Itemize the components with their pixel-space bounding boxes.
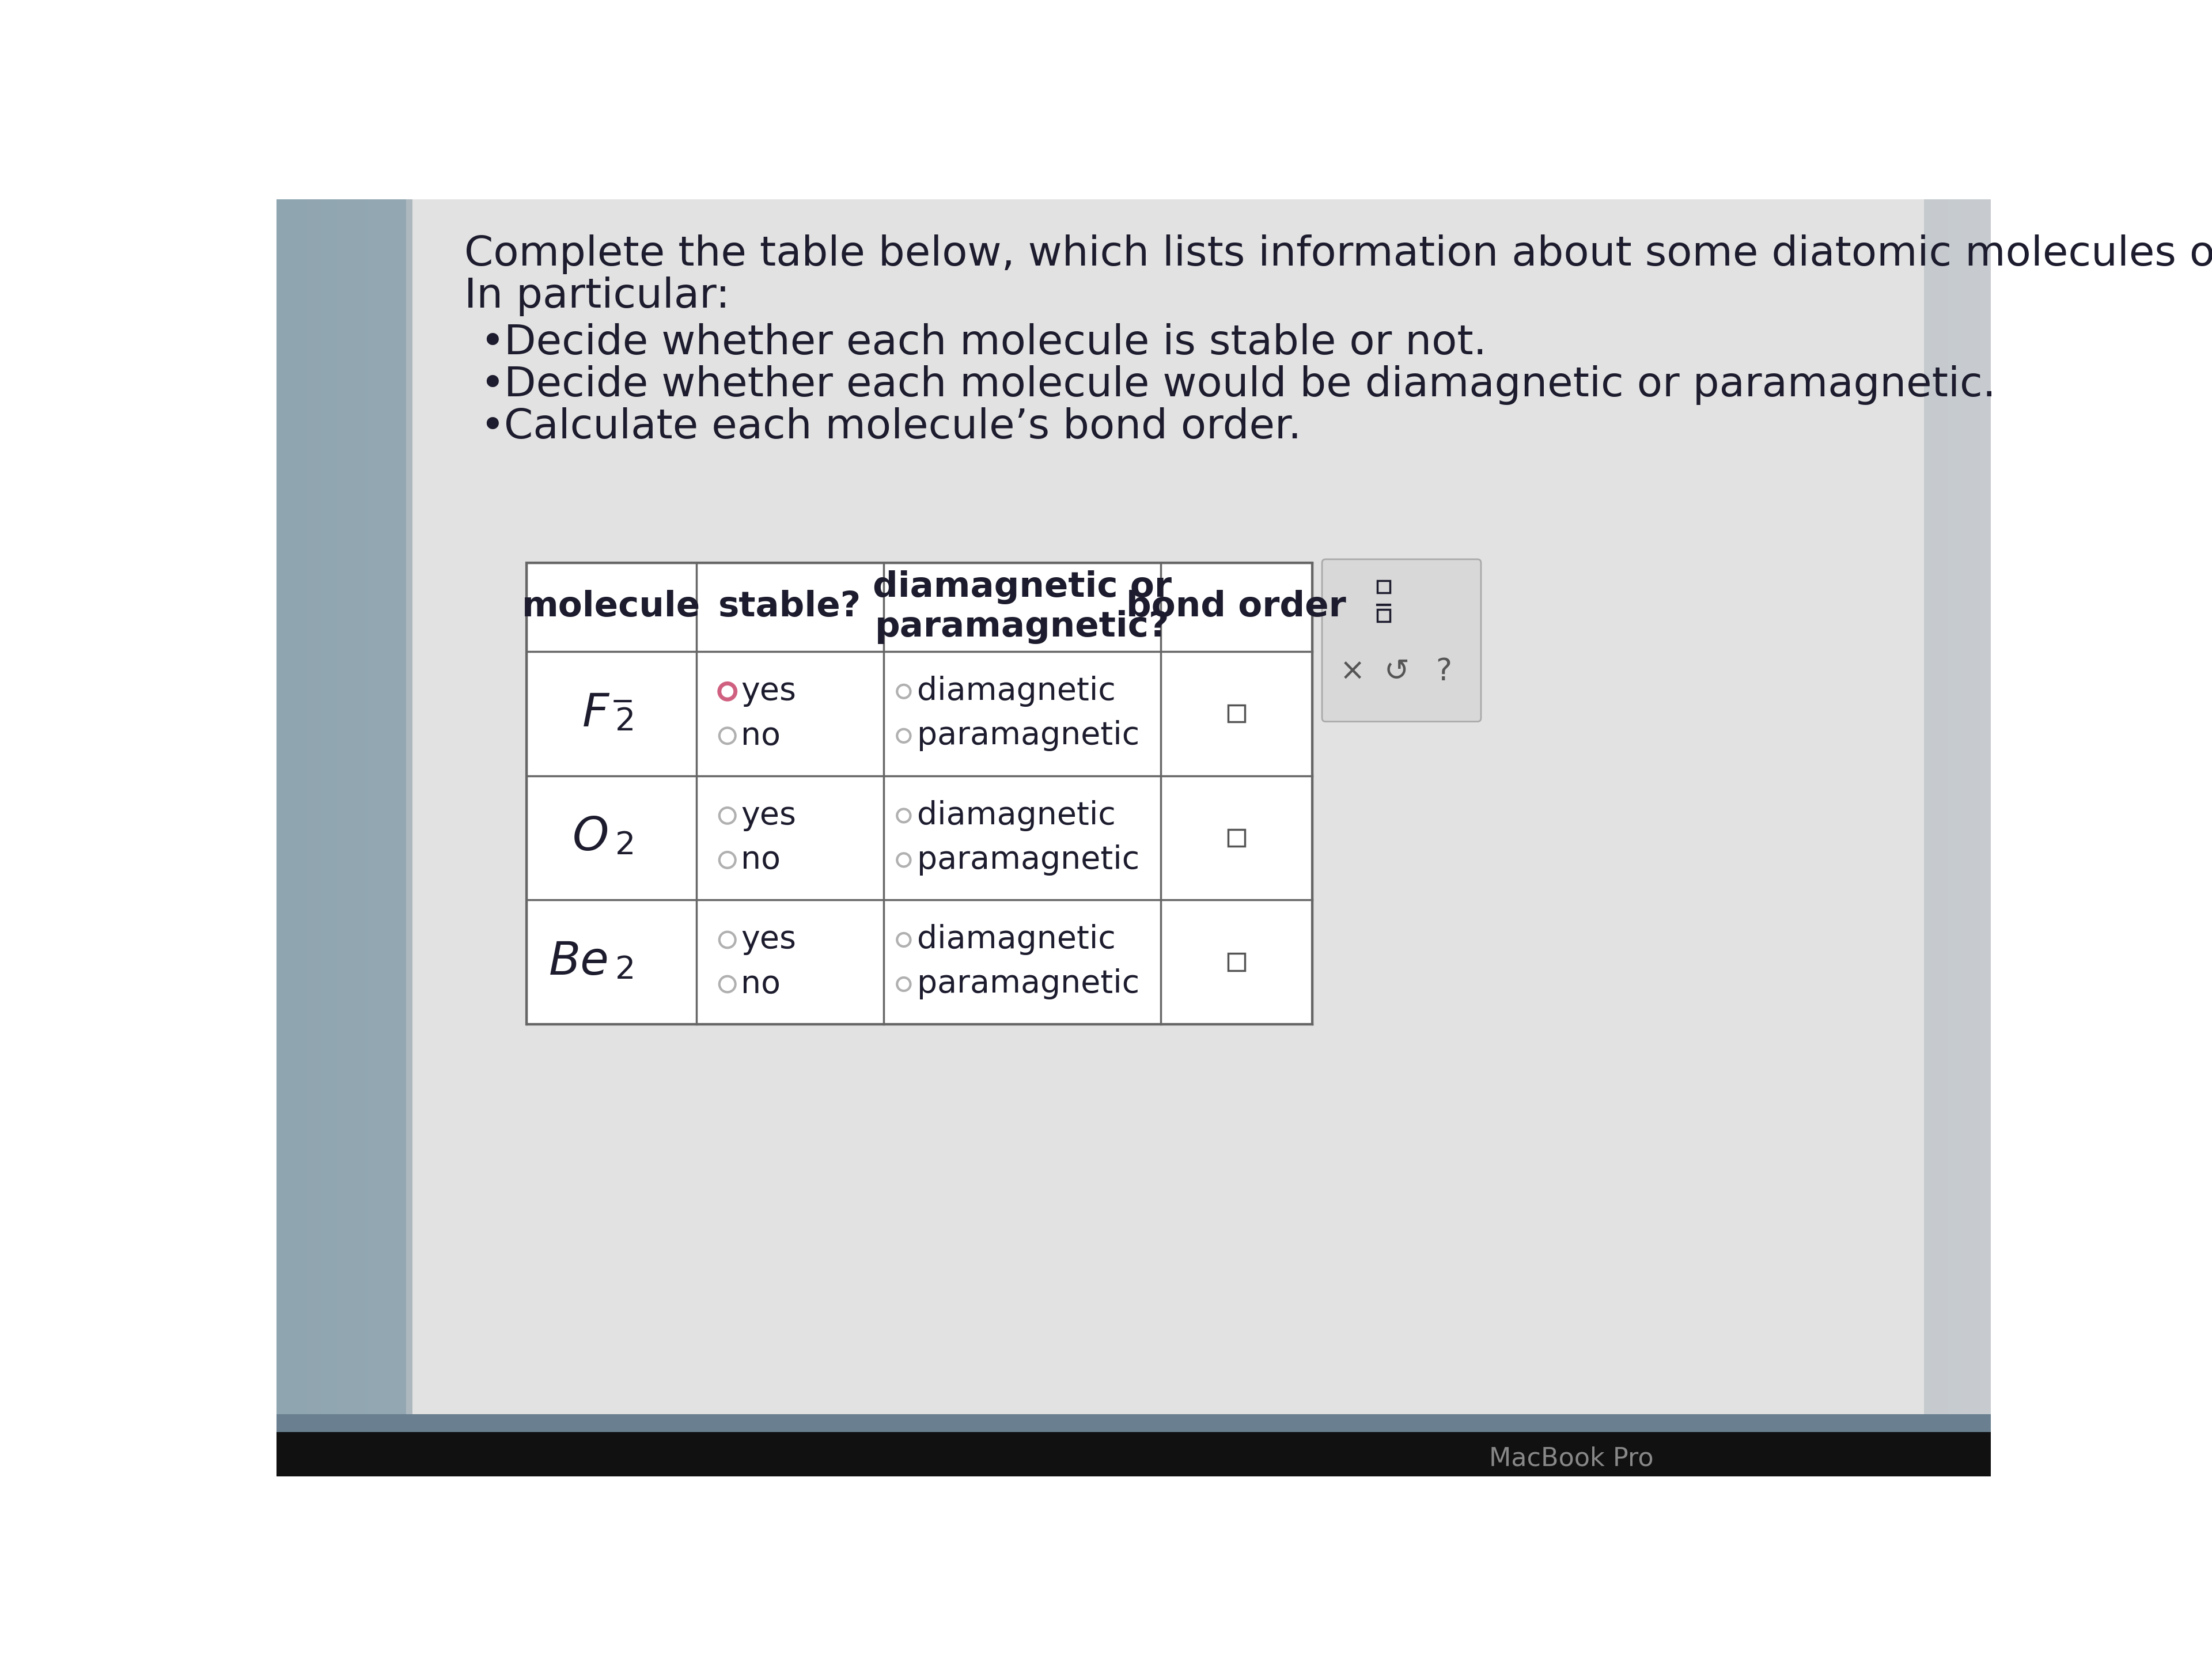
Text: •: •	[480, 324, 504, 363]
Text: paramagnetic: paramagnetic	[918, 969, 1139, 1000]
Text: Calculate each molecule’s bond order.: Calculate each molecule’s bond order.	[504, 408, 1301, 448]
Bar	[1378, 609, 1389, 622]
FancyBboxPatch shape	[1323, 559, 1482, 722]
Text: O: O	[573, 815, 608, 861]
Text: F: F	[582, 692, 608, 737]
Text: diamagnetic: diamagnetic	[918, 675, 1115, 707]
Text: yes: yes	[741, 800, 796, 831]
Text: 2: 2	[615, 830, 635, 861]
Text: −: −	[611, 688, 635, 717]
Text: 2: 2	[615, 707, 635, 737]
Text: yes: yes	[741, 675, 796, 707]
Text: 2: 2	[615, 954, 635, 985]
Text: •: •	[480, 408, 504, 448]
Bar	[407, 199, 414, 1418]
Text: stable?: stable?	[719, 591, 860, 624]
Text: ×: ×	[1340, 657, 1365, 687]
Text: MacBook Pro: MacBook Pro	[1489, 1447, 1652, 1472]
Bar	[526, 562, 1312, 1024]
Text: no: no	[741, 720, 781, 752]
Text: diamagnetic or
paramagnetic?: diamagnetic or paramagnetic?	[872, 571, 1172, 644]
Text: yes: yes	[741, 924, 796, 956]
Text: Complete the table below, which lists information about some diatomic molecules : Complete the table below, which lists in…	[465, 234, 2212, 274]
Text: molecule: molecule	[522, 591, 701, 624]
Text: Decide whether each molecule would be diamagnetic or paramagnetic.: Decide whether each molecule would be di…	[504, 365, 1995, 405]
Text: •: •	[480, 365, 504, 405]
Bar	[407, 199, 1924, 1418]
Text: diamagnetic: diamagnetic	[918, 800, 1115, 831]
Bar	[276, 1432, 1991, 1477]
Text: no: no	[741, 844, 781, 876]
Bar	[276, 1415, 1991, 1432]
Text: paramagnetic: paramagnetic	[918, 720, 1139, 752]
Bar	[1228, 705, 1245, 722]
Text: Decide whether each molecule is stable or not.: Decide whether each molecule is stable o…	[504, 324, 1486, 363]
Text: no: no	[741, 969, 781, 1000]
Text: ↺: ↺	[1385, 657, 1409, 687]
Bar	[1228, 954, 1245, 971]
Text: ?: ?	[1436, 657, 1451, 687]
Text: paramagnetic: paramagnetic	[918, 844, 1139, 876]
Text: In particular:: In particular:	[465, 277, 730, 317]
Text: diamagnetic: diamagnetic	[918, 924, 1115, 956]
Text: Be: Be	[549, 939, 608, 984]
Bar	[1228, 830, 1245, 846]
Text: bond order: bond order	[1126, 591, 1347, 624]
Bar	[1378, 581, 1389, 592]
